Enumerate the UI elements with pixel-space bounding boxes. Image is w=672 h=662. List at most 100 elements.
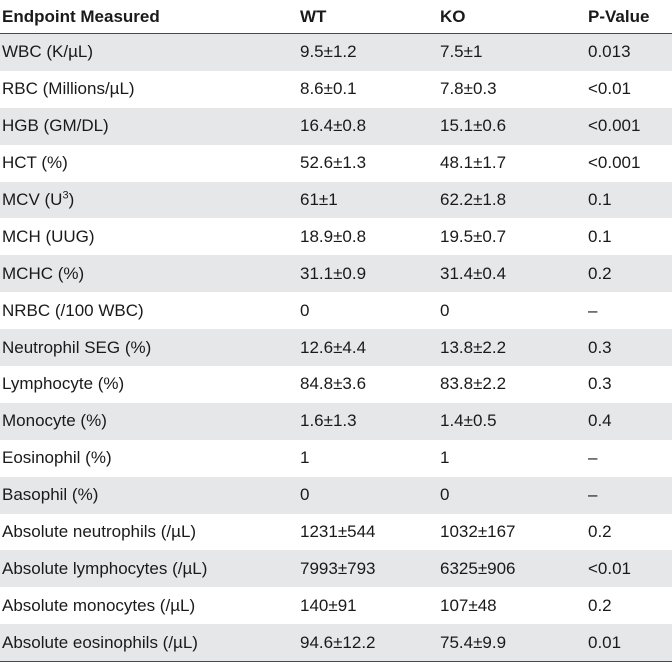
cell-ko: 0 xyxy=(440,476,588,514)
cell-ko: 1.4±0.5 xyxy=(440,402,588,440)
endpoint-label: Lymphocyte (%) xyxy=(2,374,125,394)
header-endpoint: Endpoint Measured xyxy=(0,0,300,34)
cell-pvalue: 0.3 xyxy=(588,366,672,403)
table-row: Absolute neutrophils (/µL) 1231±544 1032±1… xyxy=(0,513,672,551)
table-row: Lymphocyte (%) 84.8±3.6 83.8±2.2 0.3 xyxy=(0,366,672,403)
cell-wt: 8.6±0.1 xyxy=(300,70,440,108)
cell-endpoint: Monocyte (%) xyxy=(0,402,300,440)
table-row: Eosinophil (%) 1 1– xyxy=(0,439,672,477)
endpoint-label: MCHC (%) xyxy=(2,263,85,283)
header-row: Endpoint Measured WT KO P-Value xyxy=(0,0,672,34)
cell-endpoint: Absolute lymphocytes (/µL) xyxy=(0,550,300,588)
cell-pvalue: <0.001 xyxy=(588,107,672,145)
header-ko: KO xyxy=(440,0,588,34)
cell-endpoint: Lymphocyte (%) xyxy=(0,366,300,403)
cell-ko: 107±48 xyxy=(440,587,588,625)
endpoint-label: MCV (U xyxy=(2,190,63,209)
cell-wt: 1.6±1.3 xyxy=(300,402,440,440)
cell-endpoint: MCHC (%) xyxy=(0,255,300,293)
cell-pvalue: – xyxy=(588,439,672,477)
cell-ko: 15.1±0.6 xyxy=(440,107,588,145)
table-row: RBC (Millions/µL) 8.6±0.1 7.8±0.3 <0.01 xyxy=(0,70,672,108)
cell-wt: 0 xyxy=(300,292,440,330)
cell-ko: 0 xyxy=(440,292,588,330)
endpoint-label: HCT (%) xyxy=(2,153,68,173)
cell-pvalue: <0.01 xyxy=(588,70,672,108)
cell-ko: 31.4±0.4 xyxy=(440,255,588,293)
cell-pvalue: 0.2 xyxy=(588,587,672,625)
cell-wt: 1 xyxy=(300,439,440,477)
table-row: Absolute eosinophils (/µL) 94.6±12.2 75.4±… xyxy=(0,624,672,662)
cell-wt: 84.8±3.6 xyxy=(300,366,440,403)
cell-pvalue: 0.3 xyxy=(588,329,672,367)
cell-wt: 140±91 xyxy=(300,587,440,625)
table-row: Absolute monocytes (/µL) 140±91 107±48 0.2 xyxy=(0,587,672,625)
endpoint-superscript: 3 xyxy=(62,189,69,202)
endpoint-label-tail: ) xyxy=(68,190,75,209)
cell-pvalue: 0.2 xyxy=(588,255,672,293)
cell-endpoint: HGB (GM/DL) xyxy=(0,107,300,145)
cell-ko: 7.8±0.3 xyxy=(440,70,588,108)
cell-pvalue: 0.4 xyxy=(588,402,672,440)
table-row: MCHC (%) 31.1±0.9 31.4±0.4 0.2 xyxy=(0,255,672,293)
cell-endpoint: Absolute eosinophils (/µL) xyxy=(0,624,300,662)
cell-endpoint: NRBC (/100 WBC) xyxy=(0,292,300,330)
cell-ko: 13.8±2.2 xyxy=(440,329,588,367)
table-row: WBC (K/µL) 9.5±1.2 7.5±1 0.013 xyxy=(0,33,672,71)
table-row: HGB (GM/DL) 16.4±0.8 15.1±0.6 <0.001 xyxy=(0,107,672,145)
endpoint-label: Absolute monocytes (/µL) xyxy=(2,595,196,615)
cell-ko: 62.2±1.8 xyxy=(440,181,588,219)
cell-endpoint: Basophil (%) xyxy=(0,476,300,514)
endpoint-label: WBC (K/µL) xyxy=(2,42,94,62)
cell-wt: 94.6±12.2 xyxy=(300,624,440,662)
cell-ko: 19.5±0.7 xyxy=(440,218,588,256)
cell-ko: 83.8±2.2 xyxy=(440,366,588,403)
cell-wt: 0 xyxy=(300,476,440,514)
table-row: Monocyte (%) 1.6±1.3 1.4±0.5 0.4 xyxy=(0,402,672,440)
cell-pvalue: 0.1 xyxy=(588,181,672,219)
cell-endpoint: MCV (U3) xyxy=(0,181,300,219)
cell-wt: 7993±793 xyxy=(300,550,440,588)
cell-endpoint: HCT (%) xyxy=(0,144,300,182)
cell-wt: 9.5±1.2 xyxy=(300,33,440,71)
cell-ko: 1 xyxy=(440,439,588,477)
cell-pvalue: – xyxy=(588,292,672,330)
table-row: Neutrophil SEG (%) 12.6±4.4 13.8±2.2 0.3 xyxy=(0,329,672,367)
cell-wt: 1231±544 xyxy=(300,513,440,551)
cell-endpoint: Absolute neutrophils (/µL) xyxy=(0,513,300,551)
cell-ko: 75.4±9.9 xyxy=(440,624,588,662)
endpoint-label: Absolute neutrophils (/µL) xyxy=(2,522,197,542)
endpoint-label: Basophil (%) xyxy=(2,485,99,505)
cell-ko: 6325±906 xyxy=(440,550,588,588)
cell-pvalue: 0.013 xyxy=(588,33,672,71)
header-pvalue: P-Value xyxy=(588,0,672,34)
endpoint-label: RBC (Millions/µL) xyxy=(2,79,135,99)
table-body: WBC (K/µL) 9.5±1.2 7.5±1 0.013 RBC (Millions… xyxy=(0,33,672,662)
cell-endpoint: Neutrophil SEG (%) xyxy=(0,329,300,367)
cell-pvalue: <0.001 xyxy=(588,144,672,182)
endpoint-label: Neutrophil SEG (%) xyxy=(2,337,152,357)
cell-endpoint: MCH (UUG) xyxy=(0,218,300,256)
endpoint-label: HGB (GM/DL) xyxy=(2,116,109,136)
table-row: MCV (U3) 61±1 62.2±1.8 0.1 xyxy=(0,181,672,219)
cell-endpoint: RBC (Millions/µL) xyxy=(0,70,300,108)
table-row: HCT (%) 52.6±1.3 48.1±1.7 <0.001 xyxy=(0,144,672,182)
cell-pvalue: 0.01 xyxy=(588,624,672,662)
endpoint-label: Eosinophil (%) xyxy=(2,448,112,468)
cell-endpoint: Eosinophil (%) xyxy=(0,439,300,477)
cell-ko: 1032±167 xyxy=(440,513,588,551)
endpoint-label: NRBC (/100 WBC) xyxy=(2,300,144,320)
table-row: Absolute lymphocytes (/µL) 7993±793 6325±9… xyxy=(0,550,672,588)
cell-pvalue: 0.2 xyxy=(588,513,672,551)
cell-wt: 16.4±0.8 xyxy=(300,107,440,145)
cell-endpoint: Absolute monocytes (/µL) xyxy=(0,587,300,625)
table-row: Basophil (%) 0 0– xyxy=(0,476,672,514)
cell-pvalue: 0.1 xyxy=(588,218,672,256)
endpoint-label: Absolute eosinophils (/µL) xyxy=(2,632,198,652)
endpoint-label: Monocyte (%) xyxy=(2,411,107,431)
table-row: NRBC (/100 WBC) 0 0– xyxy=(0,292,672,330)
cell-ko: 7.5±1 xyxy=(440,33,588,71)
cell-wt: 18.9±0.8 xyxy=(300,218,440,256)
endpoint-label: Absolute lymphocytes (/µL) xyxy=(2,558,208,578)
